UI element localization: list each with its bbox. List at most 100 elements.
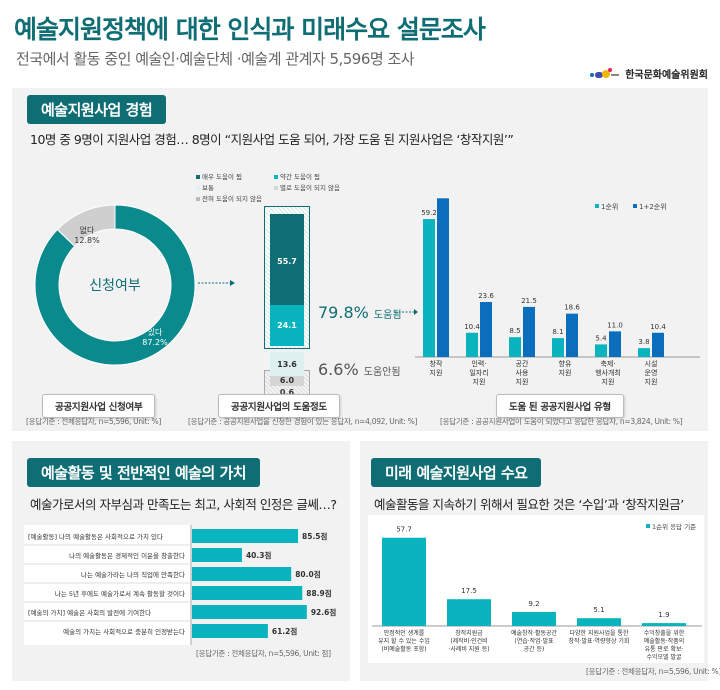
category-label: 지원 — [645, 377, 658, 386]
bar-value: 80.0점 — [295, 569, 321, 579]
bar-value: 9.2 — [528, 600, 539, 608]
section-title: 예술지원사업 경험 — [27, 95, 167, 124]
bar-value: 59.2 — [421, 209, 437, 217]
category-label: 예술창작·활동공간 — [511, 629, 558, 637]
legend-item: 매우 도움이 됨 — [202, 173, 243, 181]
category-label: 나의 예술활동은 경제적인 이윤을 창출한다 — [69, 551, 185, 560]
bar — [552, 338, 564, 357]
page-subtitle: 전국에서 활동 중인 예술인·예술단체 ·예술계 관계자 5,596명 조사 — [16, 50, 415, 68]
category-label: 지원 — [559, 368, 572, 377]
category-label: 안정적인 생계를 — [384, 629, 425, 637]
support-type-chart: 1순위1+2순위59.268.1창작지원10.423.6인력·일자리지원8.52… — [415, 195, 700, 386]
category-label: 수익모델 발굴 — [646, 653, 682, 661]
slice-label: 있다 — [148, 327, 163, 337]
bar — [512, 611, 556, 626]
section-lead: 10명 중 9명이 지원사업 경험… 8명이 “지원사업 도움 되어, 가장 도… — [30, 132, 514, 147]
bar — [192, 567, 292, 581]
bar-value: 1.9 — [658, 611, 669, 619]
category-label: 운영 — [645, 368, 658, 377]
bar-value: 57.7 — [396, 526, 412, 534]
category-label: 나는 예술가라는 나의 직업에 만족한다 — [81, 570, 185, 579]
category-label: 예술의 가치는 사회적으로 충분히 인정받는다 — [63, 627, 185, 636]
bar-value: 8.1 — [552, 328, 563, 336]
logo-icon — [590, 67, 620, 78]
bar — [192, 605, 307, 619]
note: [응답기준 : 전체응답자, n=5,596, Unit: %] — [586, 667, 720, 676]
bar-value: 61.2점 — [272, 626, 298, 636]
logo-text: 한국문화예술위원회 — [625, 70, 708, 81]
category-label: 향유 — [559, 359, 572, 368]
caption: 도움 된 공공지원사업 유형 — [496, 394, 624, 418]
bar-value: 85.5점 — [302, 531, 328, 541]
category-label: 수익창출을 위한 — [644, 629, 685, 637]
arrow-icon — [198, 280, 235, 286]
section-lead: 예술활동을 지속하기 위해서 필요한 것은 ‘수입’과 ‘창작지원금’ — [374, 497, 684, 512]
bar — [609, 331, 621, 357]
note: [응답기준 : 전체응답자, n=5,596, Unit: %] — [26, 417, 161, 426]
bar — [447, 599, 491, 626]
bar-value: 5.4 — [595, 334, 607, 342]
bar — [192, 624, 268, 638]
section-support-experience — [12, 88, 708, 431]
stack-segment: 6.0 — [270, 375, 304, 386]
category-label: 일자리 — [469, 368, 488, 377]
logo: 한국문화예술위원회 — [589, 66, 708, 81]
section-title: 미래 예술지원사업 수요 — [371, 458, 542, 487]
helped-summary: 79.8% 도움됨 — [318, 303, 402, 322]
legend-swatch — [646, 524, 650, 528]
category-label: 창작 — [430, 359, 443, 368]
category-label: 창작·발표·역량향상 기회 — [569, 637, 630, 645]
bar — [595, 344, 607, 357]
category-label: 지원 — [430, 368, 443, 377]
category-label: 유통 판로 확보· — [645, 645, 684, 653]
category-label: 창작지원금 — [455, 629, 483, 637]
category-label: 공간 — [516, 359, 529, 368]
category-label: 지원 — [602, 377, 615, 386]
note: [응답기준 : 공공지원사업을 신청한 경험이 있는 응답자, n=4,092,… — [188, 417, 418, 426]
stack-segment: 13.6 — [270, 352, 304, 376]
caption: 공공지원사업의 도움정도 — [218, 394, 340, 418]
legend-item: 전혀 도움이 되지 않음 — [202, 195, 263, 203]
caption: 공공지원사업 신청여부 — [42, 394, 156, 418]
slice-label: 없다 — [80, 226, 95, 235]
bar-value: 8.5 — [509, 327, 520, 335]
not-helped-summary: 6.6% 도움안됨 — [318, 360, 401, 379]
category-label: [예술의 가치] 예술은 사회의 발전에 기여한다 — [28, 608, 151, 617]
legend-swatch — [633, 204, 637, 208]
stack-segment: 24.1 — [270, 305, 304, 347]
legend-item: 약간 도움이 됨 — [280, 173, 321, 181]
bar — [566, 313, 578, 357]
bar-value: 68.1 — [435, 195, 451, 196]
bar-value: 23.6 — [478, 292, 494, 300]
bar — [509, 337, 521, 357]
legend-label: 1순위 — [601, 203, 618, 211]
bar — [652, 332, 664, 357]
slice-value: 12.8% — [74, 236, 100, 245]
note: [응답기준 : 전체응답자, n=5,596, Unit: 점] — [196, 649, 331, 658]
category-label: 지원 — [516, 377, 529, 386]
bar — [192, 548, 242, 562]
bar-value: 88.9점 — [306, 588, 332, 598]
bar — [466, 332, 478, 357]
legend-swatch — [595, 204, 599, 208]
bar — [382, 537, 426, 626]
bar-value: 10.4 — [650, 323, 666, 331]
category-label: 나는 5년 후에도 예술가로서 계속 활동할 것이다 — [55, 589, 185, 598]
note: [응답기준 : 공공지원사업이 도움이 되었다고 응답한 응답자, n=3,82… — [440, 417, 683, 426]
legend-label: 1+2순위 — [639, 203, 667, 211]
bar — [437, 198, 449, 357]
bar — [192, 529, 299, 543]
category-label: 시설 — [645, 360, 658, 368]
category-label: (제작비·인건비 — [450, 637, 487, 645]
category-label: 행사개최 — [595, 368, 621, 377]
legend-item: 별로 도움이 되지 않음 — [280, 184, 341, 192]
bar — [642, 623, 686, 626]
bar-value: 11.0 — [607, 321, 623, 329]
category-label: 유지 할 수 있는 수입 — [378, 637, 430, 645]
bar-value: 92.6점 — [311, 607, 337, 617]
bar-value: 3.8 — [638, 338, 649, 346]
stack-segment: 0.6 — [279, 388, 295, 398]
bar — [523, 306, 535, 357]
